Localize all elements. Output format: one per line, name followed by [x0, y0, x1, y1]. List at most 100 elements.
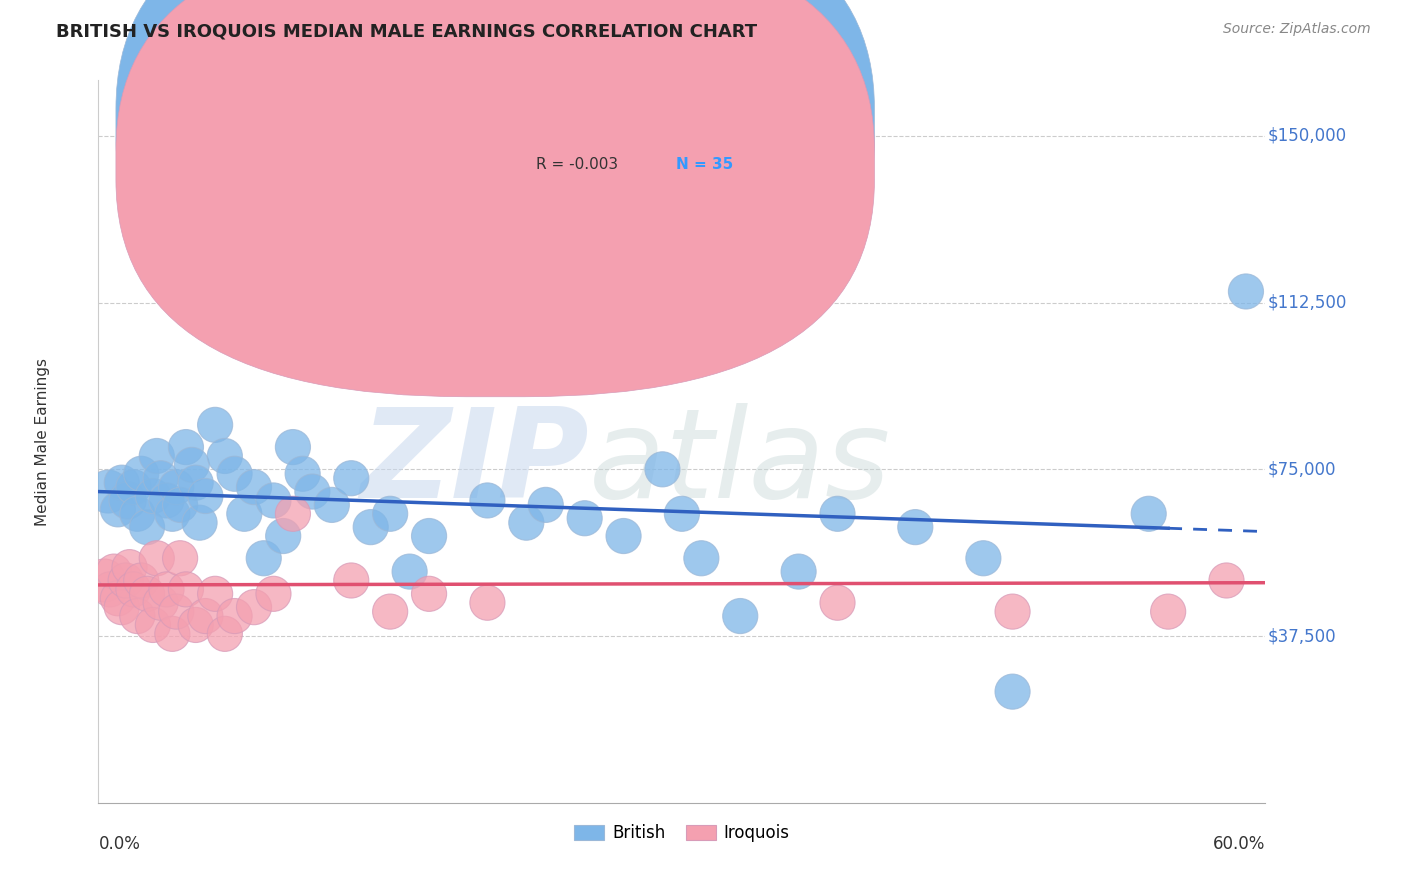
Text: $75,000: $75,000	[1268, 460, 1336, 478]
Point	[184, 475, 207, 490]
Point	[98, 582, 121, 597]
Point	[162, 507, 184, 521]
Point	[169, 551, 191, 566]
Point	[188, 516, 211, 530]
Point	[142, 489, 165, 503]
Point	[243, 600, 266, 615]
Text: ZIP: ZIP	[360, 402, 589, 524]
Point	[418, 529, 440, 543]
Point	[233, 507, 256, 521]
Point	[174, 582, 197, 597]
Point	[253, 551, 276, 566]
Text: N = 35: N = 35	[676, 157, 734, 172]
Point	[149, 596, 172, 610]
Point	[380, 507, 402, 521]
Point	[127, 609, 149, 624]
Point	[146, 551, 169, 566]
Point	[262, 587, 284, 601]
Text: R = -0.003: R = -0.003	[536, 157, 619, 172]
Point	[515, 516, 537, 530]
Point	[904, 520, 927, 534]
Point	[162, 627, 184, 641]
Point	[114, 574, 136, 588]
Point	[574, 511, 596, 525]
Point	[301, 484, 323, 499]
Point	[224, 609, 246, 624]
Point	[1001, 605, 1024, 619]
Point	[730, 609, 752, 624]
Point	[613, 529, 636, 543]
Point	[149, 471, 172, 485]
Point	[477, 596, 499, 610]
Point	[827, 507, 849, 521]
Point	[129, 574, 152, 588]
Point	[204, 587, 226, 601]
Text: BRITISH VS IROQUOIS MEDIAN MALE EARNINGS CORRELATION CHART: BRITISH VS IROQUOIS MEDIAN MALE EARNINGS…	[56, 22, 758, 40]
Point	[477, 493, 499, 508]
Point	[184, 618, 207, 632]
Point	[155, 493, 177, 508]
FancyBboxPatch shape	[443, 102, 804, 193]
Text: N = 53: N = 53	[676, 116, 734, 131]
Text: $150,000: $150,000	[1268, 127, 1347, 145]
Point	[1001, 684, 1024, 698]
Point	[224, 467, 246, 481]
Text: $37,500: $37,500	[1268, 627, 1336, 645]
Point	[174, 440, 197, 454]
Point	[418, 587, 440, 601]
Point	[122, 582, 145, 597]
Text: 60.0%: 60.0%	[1213, 835, 1265, 854]
Point	[271, 529, 294, 543]
Point	[169, 498, 191, 512]
Point	[243, 480, 266, 494]
Point	[194, 489, 217, 503]
Point	[787, 565, 810, 579]
Point	[136, 587, 159, 601]
Point	[214, 449, 236, 463]
Point	[129, 467, 152, 481]
Point	[321, 498, 343, 512]
Point	[398, 565, 420, 579]
Text: $112,500: $112,500	[1268, 293, 1347, 311]
Point	[1215, 574, 1237, 588]
Point	[165, 605, 187, 619]
Point	[281, 440, 304, 454]
Point	[1137, 507, 1160, 521]
Point	[1234, 285, 1257, 299]
Point	[204, 417, 226, 432]
Point	[165, 480, 187, 494]
Point	[281, 507, 304, 521]
Legend: British, Iroquois: British, Iroquois	[567, 817, 797, 848]
Point	[122, 480, 145, 494]
Point	[180, 458, 202, 472]
FancyBboxPatch shape	[115, 0, 875, 397]
Point	[194, 609, 217, 624]
Point	[146, 449, 169, 463]
Text: Source: ZipAtlas.com: Source: ZipAtlas.com	[1223, 22, 1371, 37]
Point	[651, 462, 673, 476]
Point	[534, 498, 557, 512]
Text: 0.0%: 0.0%	[98, 835, 141, 854]
Text: atlas: atlas	[589, 402, 890, 524]
Point	[107, 591, 129, 606]
Point	[262, 493, 284, 508]
Point	[380, 605, 402, 619]
Point	[972, 551, 994, 566]
Text: Median Male Earnings: Median Male Earnings	[35, 358, 49, 525]
Point	[107, 502, 129, 516]
Point	[155, 582, 177, 597]
Point	[690, 551, 713, 566]
Point	[291, 467, 314, 481]
Point	[93, 574, 115, 588]
Point	[103, 565, 125, 579]
Point	[117, 493, 139, 508]
Point	[360, 520, 382, 534]
Point	[97, 484, 120, 499]
Text: R = -0.065: R = -0.065	[536, 116, 619, 131]
Point	[671, 507, 693, 521]
Point	[827, 596, 849, 610]
Point	[340, 471, 363, 485]
Point	[118, 560, 141, 574]
Point	[111, 475, 134, 490]
Point	[214, 627, 236, 641]
